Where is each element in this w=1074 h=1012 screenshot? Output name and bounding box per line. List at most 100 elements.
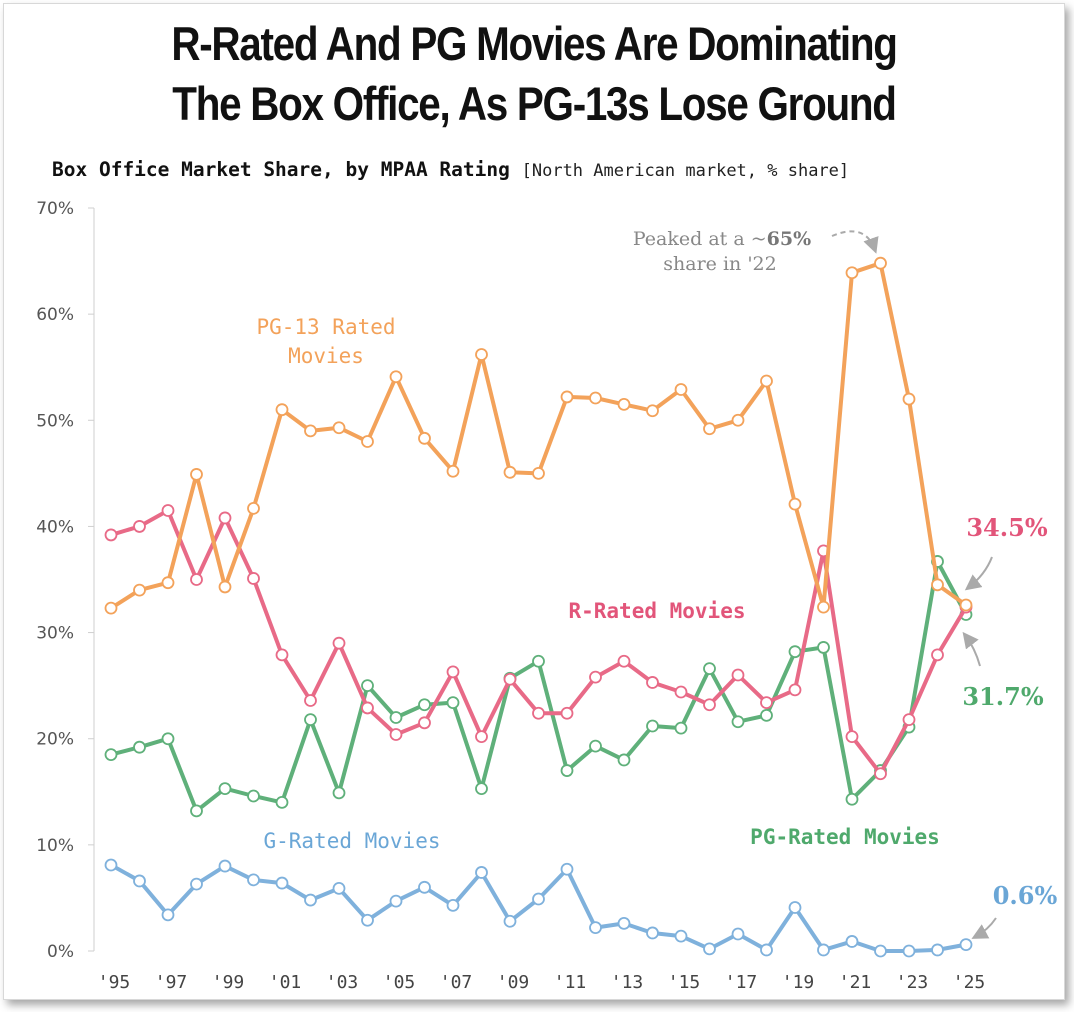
data-point [674, 929, 688, 943]
data-point [361, 701, 374, 715]
data-point [190, 877, 203, 891]
title-line-2: The Box Office, As PG-13s Lose Ground [172, 77, 897, 130]
data-point [731, 668, 745, 682]
data-point [332, 786, 346, 800]
data-point [218, 859, 232, 873]
data-point [845, 730, 859, 743]
data-point [332, 421, 346, 435]
data-point [902, 392, 916, 406]
data-point [731, 927, 745, 941]
data-point [617, 654, 631, 668]
x-tick-label: '09 [497, 972, 530, 993]
data-point [503, 672, 517, 686]
data-point [532, 706, 545, 720]
data-point [104, 748, 118, 762]
data-point [589, 391, 602, 405]
data-point [133, 740, 146, 754]
data-point [959, 938, 973, 952]
data-point [133, 874, 146, 888]
x-tick-label: '23 [896, 972, 929, 993]
series-line [109, 863, 968, 953]
x-tick-label: '17 [725, 972, 758, 993]
data-point [161, 908, 175, 922]
y-tick-label: 0% [47, 942, 74, 962]
data-point [560, 862, 574, 876]
x-tick-label: '25 [953, 972, 986, 993]
data-point [161, 504, 175, 517]
label-pg13-line2: Movies [288, 344, 364, 368]
data-point [503, 914, 517, 928]
data-point [617, 397, 631, 411]
data-point [703, 662, 716, 676]
data-point [389, 894, 403, 908]
data-point [874, 767, 887, 781]
arrow-peak [831, 230, 879, 254]
data-point [931, 943, 944, 957]
data-point [845, 935, 859, 948]
data-point [788, 497, 802, 511]
data-point [931, 578, 944, 592]
axis-layer: 0% 10% 20% 30% 40% 50% 60% 70% '95 '97 '99 '01 '03 '0… [36, 199, 985, 993]
data-point [874, 944, 887, 958]
data-point [760, 374, 773, 388]
data-point [190, 468, 203, 481]
data-point [446, 665, 460, 679]
chart-frame [3, 3, 1065, 1000]
x-tick-label: '03 [326, 972, 359, 993]
data-point [475, 866, 488, 879]
y-tick-label: 10% [36, 836, 74, 856]
data-point [332, 636, 346, 650]
data-point [418, 698, 431, 712]
data-point [446, 696, 460, 710]
data-point [503, 465, 517, 479]
data-point [845, 266, 859, 280]
x-tick-label: '11 [554, 972, 587, 993]
label-r-rated: R-Rated Movies [568, 599, 745, 623]
x-tick-label: '01 [269, 972, 302, 993]
data-point [389, 370, 403, 384]
subtitle-unit: [North American market, % share] [521, 161, 850, 181]
data-point [475, 348, 488, 361]
data-point [817, 641, 830, 654]
data-point [361, 679, 374, 693]
data-point [332, 881, 346, 895]
data-point [304, 424, 317, 438]
data-point [703, 422, 716, 436]
data-point [589, 921, 602, 935]
label-layer: PG-13 Rated Movies R-Rated Movies PG-Rat… [256, 228, 1058, 939]
series-layer [104, 256, 973, 958]
data-point [446, 898, 460, 912]
data-point [247, 572, 260, 585]
data-point [161, 576, 175, 590]
data-point [845, 792, 859, 806]
x-tick-label: '95 [98, 972, 131, 993]
data-point [560, 764, 574, 777]
arrow-g-rated [971, 917, 997, 939]
y-tick-label: 60% [36, 305, 74, 325]
data-point [731, 715, 745, 729]
data-point [931, 648, 944, 662]
annotation-bold: 65% [767, 228, 812, 250]
data-point [674, 685, 688, 699]
data-point [389, 728, 403, 741]
data-point [703, 698, 716, 712]
data-point [617, 917, 631, 930]
subtitle-main: Box Office Market Share, by MPAA Rating [52, 158, 510, 181]
x-tick-label: '19 [782, 972, 815, 993]
data-point [104, 601, 118, 615]
data-point [104, 528, 118, 542]
data-point [589, 739, 602, 753]
data-point [646, 676, 659, 689]
data-point [902, 944, 916, 958]
series-line [109, 261, 968, 611]
data-point [760, 696, 773, 710]
data-point [560, 390, 574, 404]
data-point [446, 464, 460, 478]
data-point [218, 580, 232, 594]
data-point [874, 256, 887, 270]
data-point [674, 383, 688, 396]
end-label-g-rated: 0.6% [993, 881, 1058, 910]
annotation-prefix: Peaked at a ~ [633, 228, 767, 250]
arrow-r-rated [964, 556, 993, 591]
